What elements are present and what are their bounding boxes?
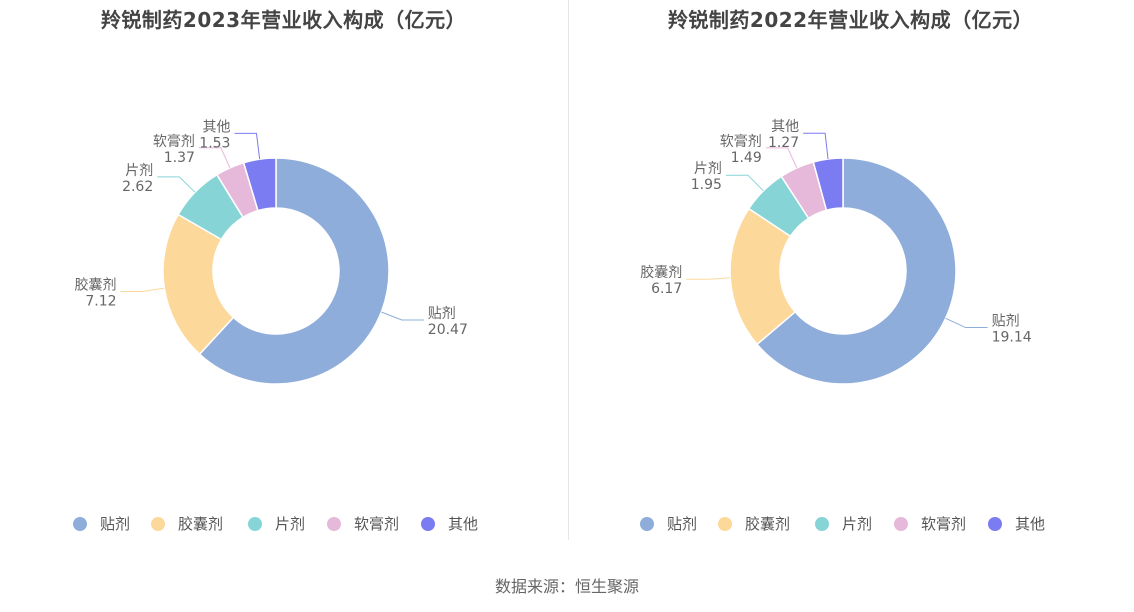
slice-value-tablet-2022: 1.95 xyxy=(691,177,722,193)
legend-marker-tablet-2023[interactable] xyxy=(248,517,262,531)
slice-label-other-2022: 其他 xyxy=(771,119,799,135)
label-leader-line-tablet-2023 xyxy=(157,176,196,193)
slice-label-tablet-2023: 片剂 xyxy=(125,163,153,179)
legend-marker-ointment-2023[interactable] xyxy=(327,517,341,531)
slice-value-tablet-2023: 2.62 xyxy=(122,179,153,195)
legend-label-patch-2022[interactable]: 贴剂 xyxy=(667,515,697,533)
slice-value-other-2023: 1.53 xyxy=(199,135,230,151)
slice-label-patch-2023: 贴剂 xyxy=(428,306,456,322)
label-leader-line-ointment-2022 xyxy=(765,147,798,169)
legend-marker-patch-2022[interactable] xyxy=(640,517,654,531)
label-leader-line-ointment-2023 xyxy=(198,147,231,169)
legend-label-tablet-2022[interactable]: 片剂 xyxy=(842,515,872,533)
slice-label-ointment-2022: 软膏剂 xyxy=(720,133,762,150)
legend-marker-other-2023[interactable] xyxy=(421,517,435,531)
pie-slice-patch-2022[interactable] xyxy=(755,157,957,385)
slice-value-patch-2022: 19.14 xyxy=(992,330,1032,346)
legend-label-ointment-2023[interactable]: 软膏剂 xyxy=(354,515,399,533)
legend-marker-tablet-2022[interactable] xyxy=(815,517,829,531)
slice-value-capsule-2023: 7.12 xyxy=(85,293,116,309)
legend-label-capsule-2022[interactable]: 胶囊剂 xyxy=(745,515,790,533)
label-leader-line-capsule-2022 xyxy=(686,277,731,280)
slice-label-capsule-2023: 胶囊剂 xyxy=(75,276,117,293)
legend-label-capsule-2023[interactable]: 胶囊剂 xyxy=(178,515,223,533)
pie-slice-other-2022[interactable] xyxy=(812,157,844,212)
slice-value-other-2022: 1.27 xyxy=(768,135,799,151)
legend-label-patch-2023[interactable]: 贴剂 xyxy=(100,515,130,533)
legend-marker-ointment-2022[interactable] xyxy=(894,517,908,531)
label-leader-line-patch-2023 xyxy=(381,311,424,321)
slice-label-other-2023: 其他 xyxy=(202,119,230,135)
legend-marker-capsule-2023[interactable] xyxy=(151,517,165,531)
label-leader-line-tablet-2022 xyxy=(725,174,764,192)
panel-divider xyxy=(568,0,569,540)
pie-slice-capsule-2023[interactable] xyxy=(162,213,235,356)
label-leader-line-other-2022 xyxy=(803,132,829,160)
label-leader-line-patch-2022 xyxy=(945,317,988,329)
data-source-note: 数据来源：恒生聚源 xyxy=(494,577,639,596)
slice-label-patch-2022: 贴剂 xyxy=(992,314,1020,330)
legend-label-tablet-2023[interactable]: 片剂 xyxy=(275,515,305,533)
slice-value-ointment-2022: 1.49 xyxy=(731,150,762,166)
slice-label-tablet-2022: 片剂 xyxy=(694,161,722,177)
legend-marker-patch-2023[interactable] xyxy=(73,517,87,531)
slice-label-capsule-2022: 胶囊剂 xyxy=(640,264,682,281)
slice-value-ointment-2023: 1.37 xyxy=(164,150,195,166)
slice-value-patch-2023: 20.47 xyxy=(428,322,468,338)
label-leader-line-capsule-2023 xyxy=(120,287,165,292)
slice-label-ointment-2023: 软膏剂 xyxy=(153,133,195,150)
chart-title-2022: 羚锐制药2022年营业收入构成（亿元） xyxy=(667,8,1034,32)
legend-label-other-2022[interactable]: 其他 xyxy=(1015,515,1045,533)
label-leader-line-other-2023 xyxy=(234,132,261,160)
slice-value-capsule-2022: 6.17 xyxy=(651,281,682,297)
legend-marker-other-2022[interactable] xyxy=(988,517,1002,531)
legend-label-ointment-2022[interactable]: 软膏剂 xyxy=(921,515,966,533)
legend-marker-capsule-2022[interactable] xyxy=(718,517,732,531)
chart-title-2023: 羚锐制药2023年营业收入构成（亿元） xyxy=(100,8,467,32)
chart-panel-2022: 羚锐制药2022年营业收入构成（亿元） 贴剂 19.14 胶囊剂 6.17 片剂 1.95… xyxy=(567,0,1134,545)
pie-slice-patch-2023[interactable] xyxy=(198,157,390,385)
legend-label-other-2023[interactable]: 其他 xyxy=(448,515,478,533)
pie-slice-other-2023[interactable] xyxy=(242,157,277,212)
chart-panel-2023: 羚锐制药2023年营业收入构成（亿元） 贴剂 20.47 胶囊剂 7.12 片剂 2.62… xyxy=(0,0,567,545)
